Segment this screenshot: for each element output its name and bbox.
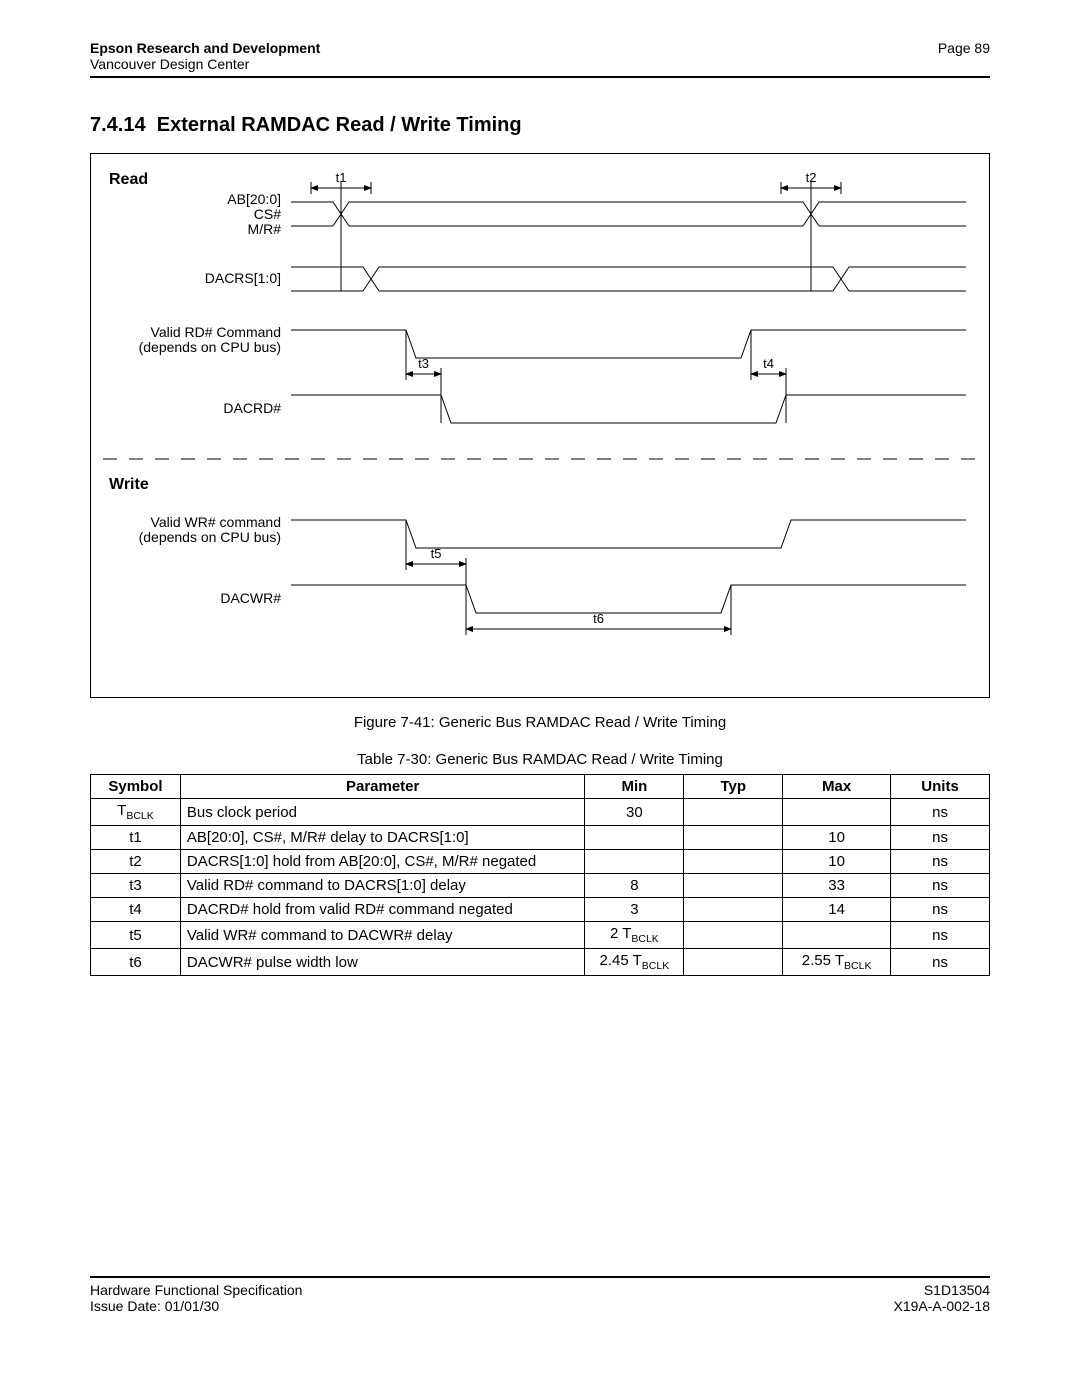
table-header-cell: Typ [684, 775, 783, 799]
table-cell [684, 826, 783, 850]
table-cell: t3 [91, 874, 181, 898]
footer-part-number: S1D13504 [893, 1282, 990, 1298]
table-row: t6DACWR# pulse width low2.45 TBCLK 2.55 T… [91, 949, 990, 976]
timing-table: SymbolParameterMinTypMaxUnits TBCLKBus c… [90, 774, 990, 976]
svg-text:DACRD#: DACRD# [223, 400, 281, 416]
table-cell: ns [891, 898, 990, 922]
svg-text:t4: t4 [763, 356, 774, 371]
table-cell: Valid WR# command to DACWR# delay [180, 922, 585, 949]
svg-text:Valid RD# Command: Valid RD# Command [151, 324, 281, 340]
table-cell [783, 799, 891, 826]
table-header-cell: Min [585, 775, 684, 799]
table-row: t2DACRS[1:0] hold from AB[20:0], CS#, M/… [91, 850, 990, 874]
table-cell: t2 [91, 850, 181, 874]
svg-text:Valid WR# command: Valid WR# command [151, 514, 281, 530]
page-footer: Hardware Functional Specification Issue … [90, 1278, 990, 1314]
document-page: Epson Research and Development Vancouver… [0, 0, 1080, 1344]
table-cell [684, 898, 783, 922]
table-cell: ns [891, 799, 990, 826]
table-cell: 14 [783, 898, 891, 922]
svg-text:AB[20:0]: AB[20:0] [227, 191, 281, 207]
table-row: t1AB[20:0], CS#, M/R# delay to DACRS[1:0… [91, 826, 990, 850]
table-header-cell: Units [891, 775, 990, 799]
table-cell: DACWR# pulse width low [180, 949, 585, 976]
table-cell: ns [891, 922, 990, 949]
table-cell: t5 [91, 922, 181, 949]
section-title-text: External RAMDAC Read / Write Timing [157, 114, 522, 136]
table-cell [684, 799, 783, 826]
table-cell: 30 [585, 799, 684, 826]
footer-issue-date: Issue Date: 01/01/30 [90, 1298, 302, 1314]
table-header-row: SymbolParameterMinTypMaxUnits [91, 775, 990, 799]
table-cell: 3 [585, 898, 684, 922]
svg-text:CS#: CS# [254, 206, 281, 222]
table-cell: DACRS[1:0] hold from AB[20:0], CS#, M/R#… [180, 850, 585, 874]
table-cell: Bus clock period [180, 799, 585, 826]
svg-text:t3: t3 [418, 356, 429, 371]
table-header-cell: Max [783, 775, 891, 799]
header-org: Epson Research and Development [90, 40, 320, 56]
table-row: TBCLKBus clock period30 ns [91, 799, 990, 826]
table-row: t3Valid RD# command to DACRS[1:0] delay8… [91, 874, 990, 898]
table-cell: TBCLK [91, 799, 181, 826]
table-cell: ns [891, 949, 990, 976]
page-header: Epson Research and Development Vancouver… [90, 40, 990, 78]
table-cell: 10 [783, 826, 891, 850]
footer-doc-number: X19A-A-002-18 [893, 1298, 990, 1314]
table-caption: Table 7-30: Generic Bus RAMDAC Read / Wr… [90, 751, 990, 768]
svg-text:Write: Write [109, 476, 149, 493]
table-cell [783, 922, 891, 949]
section-number: 7.4.14 [90, 114, 146, 136]
svg-text:t6: t6 [593, 611, 604, 626]
table-cell: AB[20:0], CS#, M/R# delay to DACRS[1:0] [180, 826, 585, 850]
table-cell: t6 [91, 949, 181, 976]
table-cell: t1 [91, 826, 181, 850]
table-cell [684, 949, 783, 976]
timing-diagram: Read AB[20:0]CS#M/R#t1t2DACRS[1:0]Valid … [90, 153, 990, 698]
timing-diagram-svg: Read AB[20:0]CS#M/R#t1t2DACRS[1:0]Valid … [91, 154, 991, 692]
table-cell [585, 850, 684, 874]
table-cell: 2.55 TBCLK [783, 949, 891, 976]
table-header-cell: Parameter [180, 775, 585, 799]
table-row: t5Valid WR# command to DACWR# delay2 TBC… [91, 922, 990, 949]
table-cell: t4 [91, 898, 181, 922]
figure-caption: Figure 7-41: Generic Bus RAMDAC Read / W… [90, 714, 990, 731]
header-page-number: Page 89 [938, 40, 990, 72]
table-cell: DACRD# hold from valid RD# command negat… [180, 898, 585, 922]
svg-text:(depends on CPU bus): (depends on CPU bus) [139, 529, 281, 545]
footer-doc-title: Hardware Functional Specification [90, 1282, 302, 1298]
svg-text:(depends on CPU bus): (depends on CPU bus) [139, 339, 281, 355]
svg-text:t5: t5 [431, 546, 442, 561]
table-cell: ns [891, 826, 990, 850]
header-dept: Vancouver Design Center [90, 56, 320, 72]
table-cell: 8 [585, 874, 684, 898]
table-cell [684, 850, 783, 874]
table-row: t4DACRD# hold from valid RD# command neg… [91, 898, 990, 922]
svg-text:Read: Read [109, 171, 148, 188]
svg-text:M/R#: M/R# [248, 221, 282, 237]
table-header-cell: Symbol [91, 775, 181, 799]
svg-text:DACWR#: DACWR# [220, 590, 281, 606]
table-cell: ns [891, 850, 990, 874]
table-cell: 2.45 TBCLK [585, 949, 684, 976]
section-title: 7.4.14 External RAMDAC Read / Write Timi… [90, 114, 990, 137]
table-cell: 10 [783, 850, 891, 874]
table-cell: ns [891, 874, 990, 898]
table-cell: Valid RD# command to DACRS[1:0] delay [180, 874, 585, 898]
svg-text:DACRS[1:0]: DACRS[1:0] [205, 270, 281, 286]
table-cell [684, 922, 783, 949]
table-cell [585, 826, 684, 850]
table-cell [684, 874, 783, 898]
table-cell: 33 [783, 874, 891, 898]
table-cell: 2 TBCLK [585, 922, 684, 949]
